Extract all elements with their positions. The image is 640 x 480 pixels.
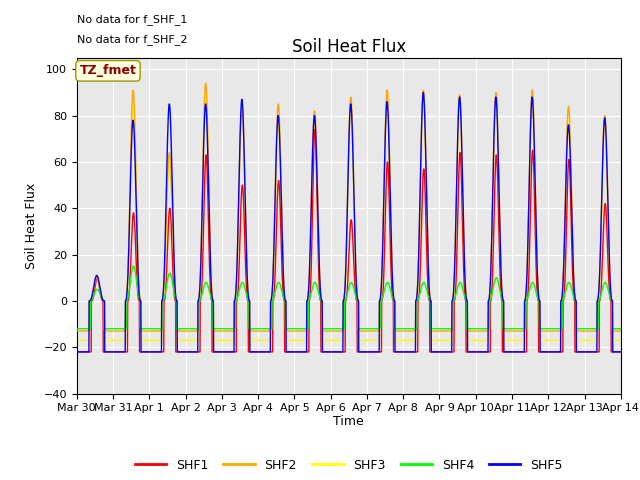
SHF1 <box>617 349 625 355</box>
SHF4 <box>584 326 592 332</box>
SHF1 <box>365 349 372 355</box>
SHF4 <box>365 326 372 332</box>
SHF2 <box>617 328 625 334</box>
SHF3 <box>73 337 81 343</box>
SHF2 <box>569 246 577 252</box>
SHF2 <box>73 328 81 334</box>
SHF2 <box>202 81 209 86</box>
SHF2 <box>376 295 384 300</box>
SHF3 <box>584 337 592 343</box>
SHF5 <box>419 89 427 95</box>
Y-axis label: Soil Heat Flux: Soil Heat Flux <box>25 182 38 269</box>
Legend: SHF1, SHF2, SHF3, SHF4, SHF5: SHF1, SHF2, SHF3, SHF4, SHF5 <box>130 454 568 477</box>
SHF4 <box>507 326 515 332</box>
SHF5 <box>507 349 515 355</box>
SHF2 <box>365 328 372 334</box>
SHF1 <box>311 127 319 132</box>
SHF2 <box>584 328 592 334</box>
Line: SHF3: SHF3 <box>77 93 621 340</box>
SHF4 <box>617 326 625 332</box>
SHF4 <box>130 263 138 269</box>
Title: Soil Heat Flux: Soil Heat Flux <box>292 38 406 56</box>
SHF4 <box>569 291 577 297</box>
SHF3 <box>507 337 515 343</box>
Line: SHF4: SHF4 <box>77 266 621 329</box>
SHF3 <box>617 337 625 343</box>
X-axis label: Time: Time <box>333 415 364 428</box>
SHF4 <box>73 326 81 332</box>
SHF2 <box>507 328 515 334</box>
SHF3 <box>365 337 372 343</box>
SHF5 <box>225 349 232 355</box>
SHF1 <box>73 349 81 355</box>
SHF5 <box>569 255 577 261</box>
SHF5 <box>584 349 592 355</box>
SHF4 <box>376 326 384 332</box>
SHF1 <box>225 349 232 355</box>
SHF3 <box>569 256 577 262</box>
SHF5 <box>73 349 81 355</box>
SHF4 <box>225 326 232 332</box>
Text: No data for f_SHF_1: No data for f_SHF_1 <box>77 14 187 25</box>
SHF1 <box>584 349 592 355</box>
SHF2 <box>225 328 232 334</box>
SHF3 <box>376 297 384 302</box>
SHF5 <box>617 349 625 355</box>
SHF1 <box>376 349 384 355</box>
Line: SHF5: SHF5 <box>77 92 621 352</box>
SHF5 <box>376 297 384 302</box>
Line: SHF1: SHF1 <box>77 130 621 352</box>
SHF5 <box>365 349 372 355</box>
Line: SHF2: SHF2 <box>77 84 621 331</box>
SHF1 <box>507 349 515 355</box>
SHF3 <box>225 337 232 343</box>
SHF3 <box>202 90 209 96</box>
Text: TZ_fmet: TZ_fmet <box>79 64 136 77</box>
SHF1 <box>569 280 577 286</box>
Text: No data for f_SHF_2: No data for f_SHF_2 <box>77 34 188 45</box>
